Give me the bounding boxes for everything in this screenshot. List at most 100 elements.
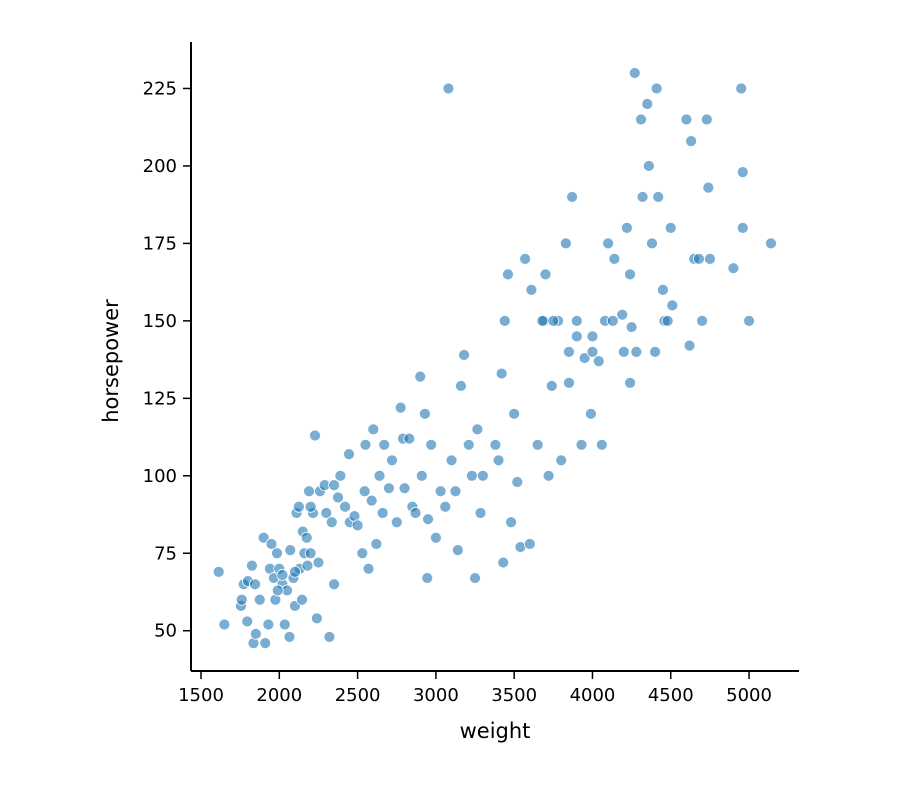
point: [390, 516, 403, 529]
point: [356, 547, 369, 560]
point: [497, 556, 510, 569]
point: [325, 516, 338, 529]
point: [378, 438, 391, 451]
x-tick-label: 3000: [413, 685, 459, 706]
point: [683, 339, 696, 352]
x-tick-label: 2500: [335, 685, 381, 706]
point: [303, 485, 315, 498]
point: [422, 513, 434, 526]
point: [276, 569, 289, 581]
point: [212, 565, 225, 578]
point: [519, 252, 532, 265]
point: [536, 314, 549, 327]
point: [310, 612, 323, 625]
point: [625, 321, 638, 333]
point: [693, 252, 705, 265]
point: [641, 98, 654, 110]
point: [563, 345, 575, 358]
point: [455, 380, 467, 392]
point: [621, 222, 633, 234]
point: [492, 454, 505, 467]
y-tick-label: 125: [143, 388, 177, 409]
point: [301, 559, 314, 572]
point: [271, 584, 284, 597]
point: [602, 237, 615, 250]
point: [547, 314, 560, 327]
point: [284, 544, 297, 557]
point: [339, 500, 351, 513]
point: [498, 314, 511, 327]
point: [376, 507, 389, 519]
point: [278, 618, 291, 631]
point: [650, 82, 663, 95]
point: [566, 191, 579, 203]
point: [343, 448, 355, 461]
point: [439, 500, 452, 513]
point: [476, 469, 489, 482]
point: [365, 494, 378, 507]
point: [398, 482, 411, 495]
point: [617, 345, 630, 358]
point: [542, 469, 555, 482]
point: [265, 538, 278, 550]
point: [624, 268, 636, 281]
y-tick-label: 150: [143, 311, 177, 332]
point: [334, 469, 347, 482]
point: [642, 160, 655, 172]
point: [253, 593, 266, 606]
y-tick-label: 225: [143, 78, 177, 99]
point: [383, 482, 395, 495]
point: [652, 191, 665, 203]
point: [449, 485, 462, 498]
y-axis-label: horsepower: [99, 299, 123, 423]
point: [312, 556, 325, 569]
point: [474, 507, 487, 519]
point: [471, 423, 484, 436]
point: [320, 507, 333, 519]
point: [563, 376, 575, 389]
point: [592, 355, 605, 368]
point: [328, 578, 341, 591]
point: [328, 479, 341, 491]
point: [362, 562, 375, 575]
point: [246, 559, 258, 572]
point: [570, 314, 583, 327]
point: [218, 618, 231, 631]
point: [489, 438, 502, 451]
point: [300, 531, 313, 544]
point: [700, 113, 713, 126]
point: [445, 454, 458, 467]
point: [608, 252, 621, 265]
point: [458, 349, 470, 361]
point: [257, 531, 270, 544]
point: [386, 454, 398, 467]
point: [559, 237, 572, 250]
point: [394, 401, 407, 414]
point: [495, 367, 508, 380]
point: [635, 113, 647, 126]
point: [425, 438, 438, 451]
point: [309, 429, 321, 442]
point: [466, 469, 478, 482]
point: [434, 485, 447, 498]
point: [727, 262, 740, 275]
point: [304, 547, 317, 560]
point: [555, 454, 568, 467]
point: [664, 222, 677, 234]
point: [511, 476, 524, 488]
point: [249, 627, 262, 640]
x-axis-label: weight: [460, 719, 531, 743]
point: [359, 438, 372, 451]
x-tick-label: 1500: [178, 685, 224, 706]
point: [630, 345, 643, 358]
point: [585, 407, 597, 420]
point: [403, 432, 416, 445]
point: [578, 352, 591, 364]
y-tick-label: 50: [154, 621, 177, 642]
point: [508, 407, 521, 420]
point: [743, 314, 755, 327]
point: [525, 283, 538, 296]
y-tick-label: 100: [143, 466, 177, 487]
point: [624, 376, 636, 389]
